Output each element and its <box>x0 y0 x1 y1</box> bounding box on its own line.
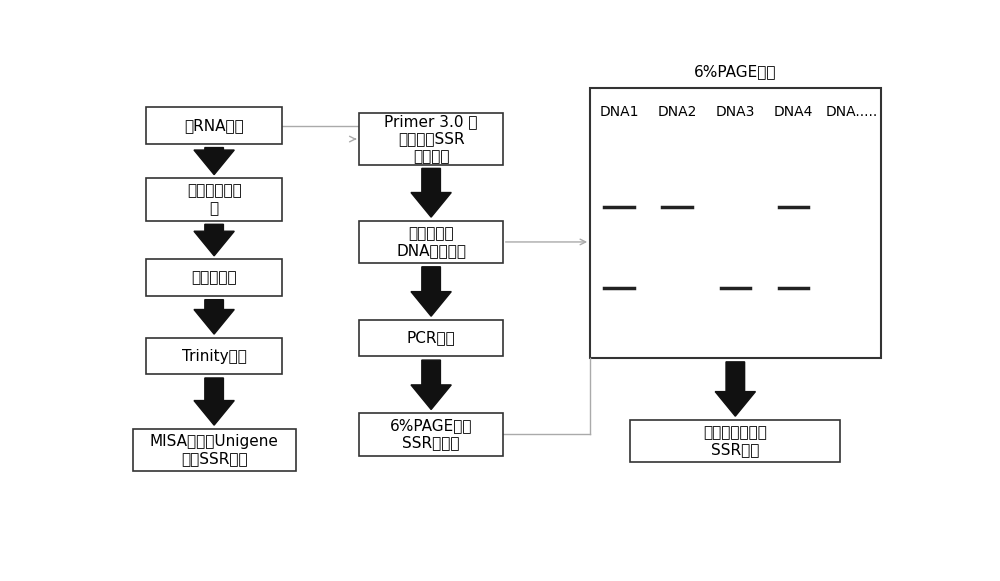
Polygon shape <box>411 267 451 316</box>
Text: 总RNA提取: 总RNA提取 <box>184 118 244 133</box>
FancyBboxPatch shape <box>359 413 503 456</box>
Text: Primer 3.0 对
序列进行SSR
引物开发: Primer 3.0 对 序列进行SSR 引物开发 <box>384 114 478 164</box>
Polygon shape <box>194 148 234 175</box>
Polygon shape <box>411 360 451 410</box>
Text: Trinity组装: Trinity组装 <box>182 349 247 364</box>
Text: DNA.....: DNA..... <box>825 105 878 119</box>
FancyBboxPatch shape <box>359 221 503 263</box>
FancyBboxPatch shape <box>359 320 503 357</box>
Text: 6%PAGE检测
SSR多态性: 6%PAGE检测 SSR多态性 <box>390 418 472 450</box>
Text: 多个杜鹃花
DNA样品提取: 多个杜鹃花 DNA样品提取 <box>396 226 466 258</box>
Text: MISA软件对Unigene
挖掘SSR序列: MISA软件对Unigene 挖掘SSR序列 <box>150 434 279 466</box>
Text: 高通量测序: 高通量测序 <box>191 270 237 285</box>
Text: 转录组文库构
建: 转录组文库构 建 <box>187 183 242 216</box>
Polygon shape <box>194 300 234 334</box>
Text: DNA4: DNA4 <box>774 105 813 119</box>
Text: DNA1: DNA1 <box>599 105 639 119</box>
Text: DNA2: DNA2 <box>658 105 697 119</box>
FancyBboxPatch shape <box>146 107 282 144</box>
Polygon shape <box>194 224 234 256</box>
FancyBboxPatch shape <box>133 429 296 471</box>
FancyBboxPatch shape <box>359 113 503 165</box>
Text: 6%PAGE检测: 6%PAGE检测 <box>694 64 777 78</box>
Polygon shape <box>194 378 234 425</box>
FancyBboxPatch shape <box>146 178 282 221</box>
FancyBboxPatch shape <box>146 338 282 374</box>
FancyBboxPatch shape <box>146 259 282 296</box>
Polygon shape <box>715 362 755 416</box>
Text: 统计有效多态性
SSR引物: 统计有效多态性 SSR引物 <box>703 425 767 457</box>
Polygon shape <box>411 168 451 217</box>
Text: DNA3: DNA3 <box>716 105 755 119</box>
Text: PCR扩增: PCR扩增 <box>407 331 456 346</box>
FancyBboxPatch shape <box>630 420 840 462</box>
FancyBboxPatch shape <box>590 88 881 358</box>
